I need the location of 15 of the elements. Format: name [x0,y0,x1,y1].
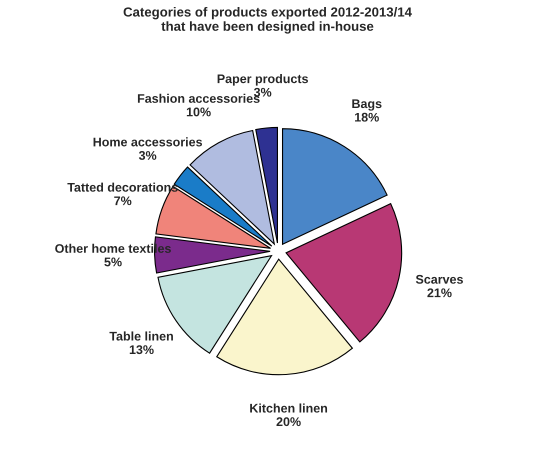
data-label: 21% [427,288,452,298]
data-label: 5% [104,258,122,266]
slice-label: Table linen [109,331,173,341]
data-label: 10% [186,108,211,116]
slice-label: Home accessories [94,137,202,146]
data-label: 18% [355,112,379,122]
slice-label: Scarves [416,274,463,284]
slice-label: Bags [352,99,382,111]
data-label: 7% [114,196,132,206]
data-label: 13% [130,345,154,354]
data-label: 3% [138,151,156,160]
slice-label: Paper products [218,74,308,86]
slice-label: Kitchen linen [250,403,328,413]
chart-title: Categories of products exported 2012-2013/14 that have been designed in-house [124,6,412,34]
data-label: 20% [276,417,301,426]
